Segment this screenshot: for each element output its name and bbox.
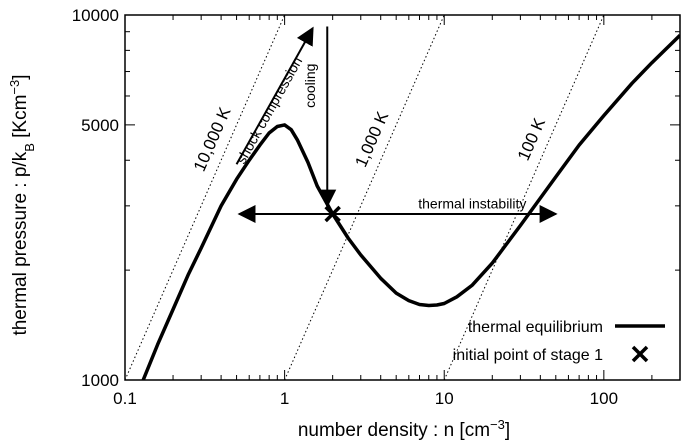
- x-axis-label-end: ]: [505, 420, 510, 441]
- annotation-label: shock compression: [233, 54, 305, 166]
- isotherm-line: [125, 15, 286, 380]
- y-axis-label-sup: −3: [7, 80, 22, 95]
- legend-swatch-initial-point: [631, 345, 649, 363]
- legend-label-equilibrium: thermal equilibrium: [468, 319, 603, 336]
- y-axis-label-main: thermal pressure : p/k: [10, 151, 31, 335]
- x-axis-label: number density : n [cm−3]: [298, 417, 510, 442]
- isotherm-label: 100 K: [514, 115, 549, 164]
- y-tick-label: 1000: [81, 371, 119, 390]
- isotherm-label: 10,000 K: [190, 104, 235, 175]
- x-axis-label-main: number density : n [cm: [298, 420, 490, 441]
- legend-label-initial-point: initial point of stage 1: [453, 347, 603, 364]
- isotherm-label: 1,000 K: [351, 108, 392, 170]
- annotation-arrow: [235, 26, 314, 165]
- x-tick-label: 100: [590, 389, 618, 408]
- axes-frame: [124, 14, 681, 381]
- y-axis-label-end: ]: [10, 74, 31, 79]
- y-axis-label-sub: B: [22, 143, 37, 152]
- y-tick-label: 10000: [72, 6, 119, 25]
- legend: thermal equilibrium initial point of stag…: [453, 319, 665, 364]
- annotation-label: cooling: [302, 64, 318, 108]
- x-tick-label: 0.1: [113, 389, 137, 408]
- axis-ticks: 0.1 1 10 100 1000 5000 10000: [72, 6, 681, 408]
- x-tick-label: 1: [280, 389, 289, 408]
- y-axis-label-mid: [Kcm: [10, 95, 31, 144]
- x-axis-label-sup: −3: [490, 417, 505, 432]
- y-axis-label: thermal pressure : p/kB [Kcm−3]: [7, 74, 37, 335]
- annotation-label: thermal instability: [418, 196, 526, 212]
- x-tick-label: 10: [435, 389, 454, 408]
- initial-point-marker: [324, 205, 341, 223]
- y-tick-label: 5000: [81, 116, 119, 135]
